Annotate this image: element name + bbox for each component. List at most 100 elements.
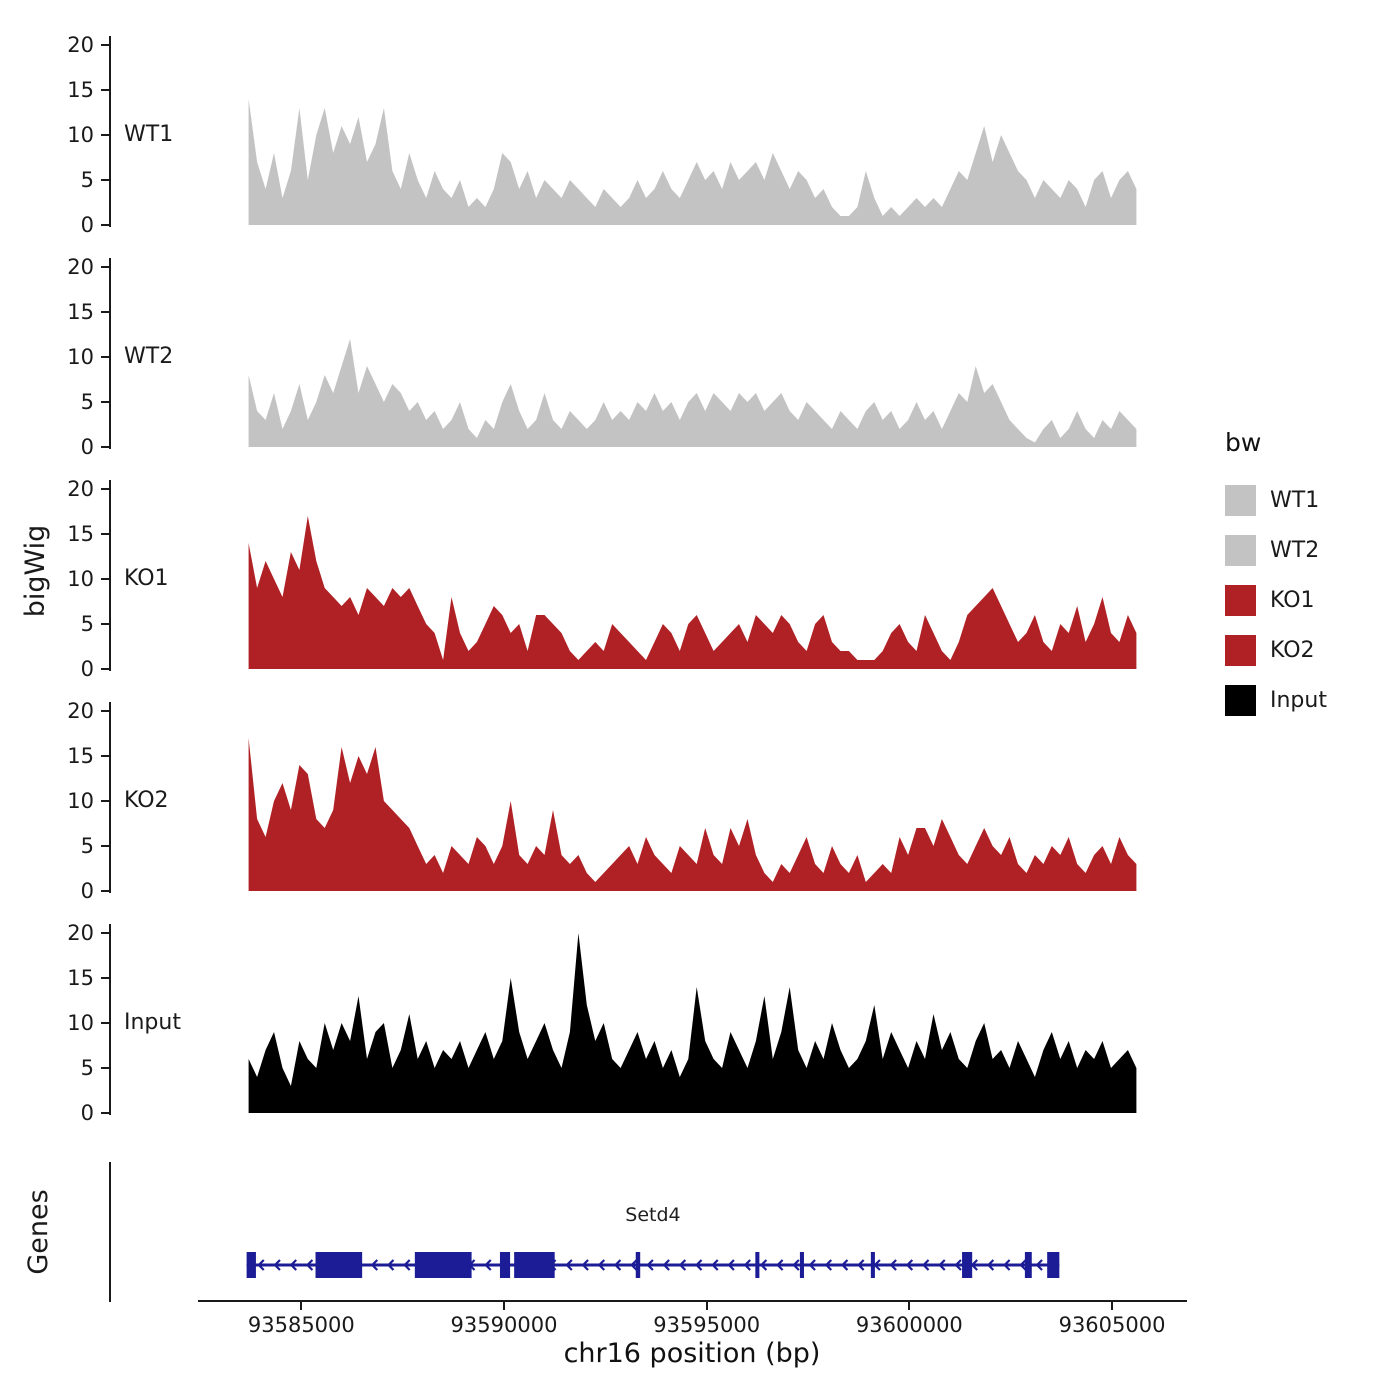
y-tick-mark xyxy=(101,1067,110,1069)
y-tick-label: 15 xyxy=(67,966,94,990)
y-axis-line xyxy=(109,480,111,671)
strand-arrow-icon xyxy=(565,1259,573,1271)
legend-entry-ko2: KO2 xyxy=(1225,625,1327,675)
track-panel-wt2: 0 5 10 15 20 WT2 xyxy=(0,252,1400,459)
legend-swatch-icon xyxy=(1225,634,1256,666)
gene-exon xyxy=(755,1252,760,1278)
y-tick-mark xyxy=(101,533,110,535)
track-label-ko2: KO2 xyxy=(124,788,169,813)
strand-arrow-icon xyxy=(581,1259,589,1271)
strand-arrow-icon xyxy=(743,1259,751,1271)
track-label-wt2: WT2 xyxy=(124,344,174,369)
y-tick-label: 15 xyxy=(67,744,94,768)
genes-axis-line xyxy=(109,1162,111,1302)
legend-entry-wt1: WT1 xyxy=(1225,475,1327,525)
coverage-area-ko1 xyxy=(248,516,1137,669)
legend-label: WT1 xyxy=(1270,487,1320,513)
x-tick-mark xyxy=(1111,1301,1114,1310)
y-tick-mark xyxy=(101,623,110,625)
legend-label: KO1 xyxy=(1270,587,1315,613)
strand-arrow-icon xyxy=(921,1259,930,1271)
x-tick-label: 93605000 xyxy=(1058,1313,1166,1337)
coverage-area-ko2 xyxy=(248,738,1137,891)
y-tick-label: 5 xyxy=(80,390,94,414)
y-tick-label: 10 xyxy=(67,345,94,369)
legend-entry-input: Input xyxy=(1225,675,1327,725)
track-label-ko1: KO1 xyxy=(124,566,169,591)
x-tick-label: 93585000 xyxy=(247,1313,355,1337)
gene-exon xyxy=(246,1252,256,1278)
y-tick-mark xyxy=(101,311,110,313)
legend-label: KO2 xyxy=(1270,637,1315,663)
y-tick-mark xyxy=(101,932,110,934)
strand-arrow-icon xyxy=(1003,1259,1011,1271)
y-tick-label: 5 xyxy=(80,834,94,858)
y-tick-label: 20 xyxy=(67,255,94,279)
coverage-area-input xyxy=(248,933,1137,1113)
y-tick-label: 0 xyxy=(80,213,94,237)
strand-arrow-icon xyxy=(484,1259,492,1271)
y-tick-mark xyxy=(101,401,110,403)
y-tick-mark xyxy=(101,977,110,979)
y-axis-line xyxy=(109,258,111,449)
legend-title: bw xyxy=(1225,428,1262,457)
legend-entries: WT1 WT2 KO1 KO2 Input xyxy=(1225,475,1327,725)
y-tick-label: 15 xyxy=(67,300,94,324)
strand-arrow-icon xyxy=(986,1259,995,1271)
y-tick-label: 10 xyxy=(67,789,94,813)
strand-arrow-icon xyxy=(662,1259,670,1271)
strand-arrow-icon xyxy=(759,1259,768,1271)
track-label-input: Input xyxy=(124,1010,181,1035)
strand-arrow-icon xyxy=(938,1259,946,1271)
gene-exon xyxy=(870,1252,875,1278)
x-axis-line xyxy=(198,1300,1187,1302)
legend-swatch-icon xyxy=(1225,584,1256,616)
legend-entry-wt2: WT2 xyxy=(1225,525,1327,575)
x-tick-mark xyxy=(503,1301,505,1310)
legend-swatch-icon xyxy=(1225,684,1256,716)
y-tick-label: 10 xyxy=(67,123,94,147)
strand-arrow-icon xyxy=(840,1259,849,1271)
strand-arrow-icon xyxy=(678,1259,687,1271)
gene-name-label: Setd4 xyxy=(625,1204,681,1226)
track-panel-input: 0 5 10 15 20 Input xyxy=(0,918,1400,1125)
strand-arrow-icon xyxy=(305,1259,314,1271)
y-tick-label: 20 xyxy=(67,699,94,723)
y-tick-mark xyxy=(101,224,110,226)
gene-exon xyxy=(1047,1252,1060,1278)
y-tick-mark xyxy=(101,1022,110,1024)
x-axis-title: chr16 position (bp) xyxy=(563,1338,821,1369)
legend-entry-ko1: KO1 xyxy=(1225,575,1327,625)
y-tick-mark xyxy=(101,668,110,670)
gene-exon xyxy=(962,1252,973,1278)
strand-arrow-icon xyxy=(727,1259,735,1271)
y-tick-label: 10 xyxy=(67,567,94,591)
legend-label: WT2 xyxy=(1270,537,1320,563)
genes-panel: Setd4 xyxy=(0,1152,1400,1312)
x-tick-mark xyxy=(908,1301,911,1310)
y-tick-mark xyxy=(101,356,110,358)
y-tick-mark xyxy=(101,44,110,46)
track-panel-wt1: 0 5 10 15 20 WT1 xyxy=(0,30,1400,237)
y-tick-mark xyxy=(101,578,110,580)
y-tick-mark xyxy=(101,845,110,847)
x-tick-label: 93600000 xyxy=(855,1313,963,1337)
gene-exon xyxy=(635,1252,641,1278)
legend-swatch-icon xyxy=(1225,534,1256,566)
strand-arrow-icon xyxy=(613,1259,622,1271)
y-tick-label: 5 xyxy=(80,1056,94,1080)
legend: bw WT1 WT2 KO1 KO2 Input xyxy=(1225,428,1327,725)
gene-exon xyxy=(799,1252,804,1278)
strand-arrow-icon xyxy=(597,1259,606,1271)
y-tick-mark xyxy=(101,710,110,712)
y-tick-mark xyxy=(101,755,110,757)
strand-arrow-icon xyxy=(403,1259,411,1271)
gene-exon xyxy=(514,1252,555,1278)
strand-arrow-icon xyxy=(694,1259,703,1271)
y-tick-mark xyxy=(101,890,110,892)
track-panel-ko2: 0 5 10 15 20 KO2 xyxy=(0,696,1400,903)
y-axis-line xyxy=(109,36,111,227)
gene-exon xyxy=(315,1252,363,1278)
y-tick-mark xyxy=(101,134,110,136)
y-tick-mark xyxy=(101,446,110,448)
